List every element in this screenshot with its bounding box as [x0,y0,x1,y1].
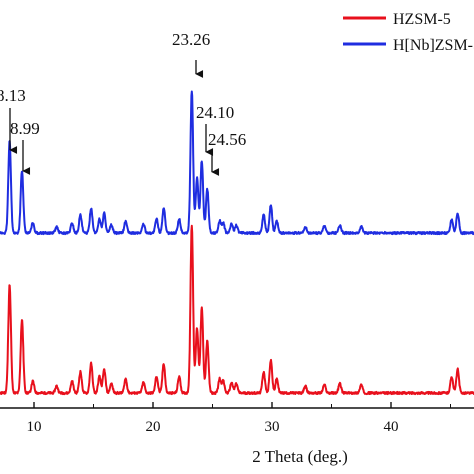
legend-label: H[Nb]ZSM-5 [393,37,474,54]
x-tick-label: 40 [384,419,399,435]
legend-label: HZSM-5 [393,11,451,28]
series-line-hnbzsm5 [0,90,474,236]
peak-label: 23.26 [172,30,210,49]
series-line-hzsm5 [0,224,474,396]
peak-label: 24.56 [208,130,246,149]
x-tick-label: 20 [146,419,161,435]
peak-label: 8.99 [10,119,40,138]
peak-label: 8.13 [0,86,26,105]
peak-label: 24.10 [196,103,234,122]
peak-annotations: 8.13 8.99 23.26 24.10 24.56 [0,30,246,176]
x-tick-label: 30 [265,419,280,435]
legend: HZSM-5 H[Nb]ZSM-5 [343,11,474,54]
series-layer [0,90,474,396]
x-axis-label: 2 Theta (deg.) [252,447,348,466]
x-tick-label: 10 [27,419,42,435]
x-ticks: 10 20 30 40 [27,402,451,435]
